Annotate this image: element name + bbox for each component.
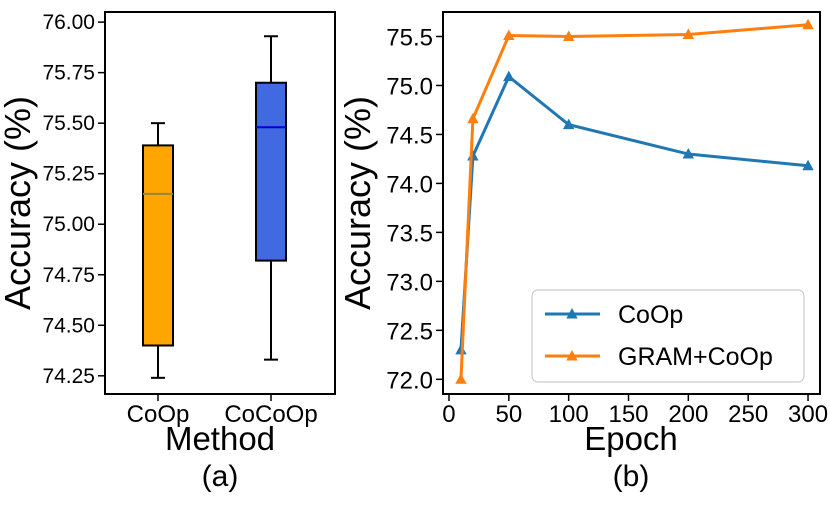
- box-iqr: [255, 81, 287, 262]
- b-ytick-label: 73.0: [386, 269, 433, 296]
- legend: CoOp GRAM+CoOp: [531, 289, 805, 383]
- box-iqr: [142, 144, 174, 347]
- legend-entry: CoOp: [545, 301, 683, 329]
- legend-entry: GRAM+CoOp: [545, 343, 773, 371]
- b-ytick-label: 72.0: [386, 367, 433, 394]
- b-xtick-label: 50: [495, 401, 522, 428]
- panel-b-xlabel: Epoch: [584, 420, 678, 457]
- b-ytick-label: 74.0: [386, 171, 433, 198]
- a-ytick-label: 75.00: [42, 213, 95, 236]
- data-point: [467, 112, 479, 124]
- data-point: [503, 29, 515, 41]
- b-xtick-label: 100: [549, 401, 589, 428]
- legend-label: GRAM+CoOp: [618, 343, 773, 371]
- panel-a-caption: (a): [202, 460, 239, 493]
- a-ytick-label: 74.75: [42, 264, 95, 287]
- a-ytick-label: 75.75: [42, 62, 95, 85]
- data-point: [802, 159, 814, 171]
- data-point: [682, 28, 695, 40]
- series-gram-coop: [455, 18, 814, 384]
- panel-a-ylabel: Accuracy (%): [0, 96, 38, 310]
- b-ytick-label: 75.0: [386, 73, 433, 100]
- data-point: [682, 148, 695, 159]
- panel-b-ylabel: Accuracy (%): [337, 96, 378, 310]
- data-point: [802, 18, 814, 30]
- b-ytick-label: 74.5: [386, 122, 433, 149]
- series-line: [459, 23, 809, 380]
- data-point: [562, 30, 575, 41]
- a-ytick-label: 74.50: [42, 314, 95, 337]
- a-ytick-label: 76.00: [42, 11, 95, 34]
- data-point: [503, 70, 515, 82]
- b-xtick-label: 150: [608, 401, 648, 428]
- panel-b-linechart: 72.0 72.5 73.0 73.5 74.0 74.5 75.0 75.5 0 50 100 1…: [337, 11, 828, 493]
- a-ytick-label: 74.25: [42, 365, 95, 388]
- a-xtick-label: CoCoOp: [224, 401, 317, 428]
- panel-b-frame: [442, 11, 821, 395]
- b-xtick-label: 300: [788, 401, 828, 428]
- b-ytick-label: 73.5: [386, 220, 433, 247]
- legend-marker: [566, 350, 578, 361]
- b-xtick-label: 250: [728, 401, 768, 428]
- panel-a-frame: [104, 11, 336, 395]
- b-ytick-label: 72.5: [386, 318, 433, 345]
- panel-b-caption: (b): [613, 460, 650, 493]
- panel-a-boxplot: 74.25 74.50 74.75 75.00 75.25 75.50 75.75 76.00…: [0, 11, 336, 493]
- legend-label: CoOp: [618, 301, 683, 329]
- panel-a-xlabel: Method: [165, 420, 275, 457]
- box-coop: [142, 122, 174, 379]
- a-ytick-label: 75.50: [42, 112, 95, 135]
- box-cocoop: [255, 35, 287, 361]
- a-xtick-label: CoOp: [127, 401, 190, 428]
- b-ytick-label: 75.5: [386, 24, 433, 51]
- data-point: [562, 118, 575, 130]
- data-point: [455, 373, 467, 384]
- a-ytick-label: 75.25: [42, 163, 95, 186]
- b-xtick-label: 0: [442, 401, 455, 428]
- legend-marker: [566, 308, 578, 319]
- b-xtick-label: 200: [668, 401, 708, 428]
- data-point: [467, 149, 479, 161]
